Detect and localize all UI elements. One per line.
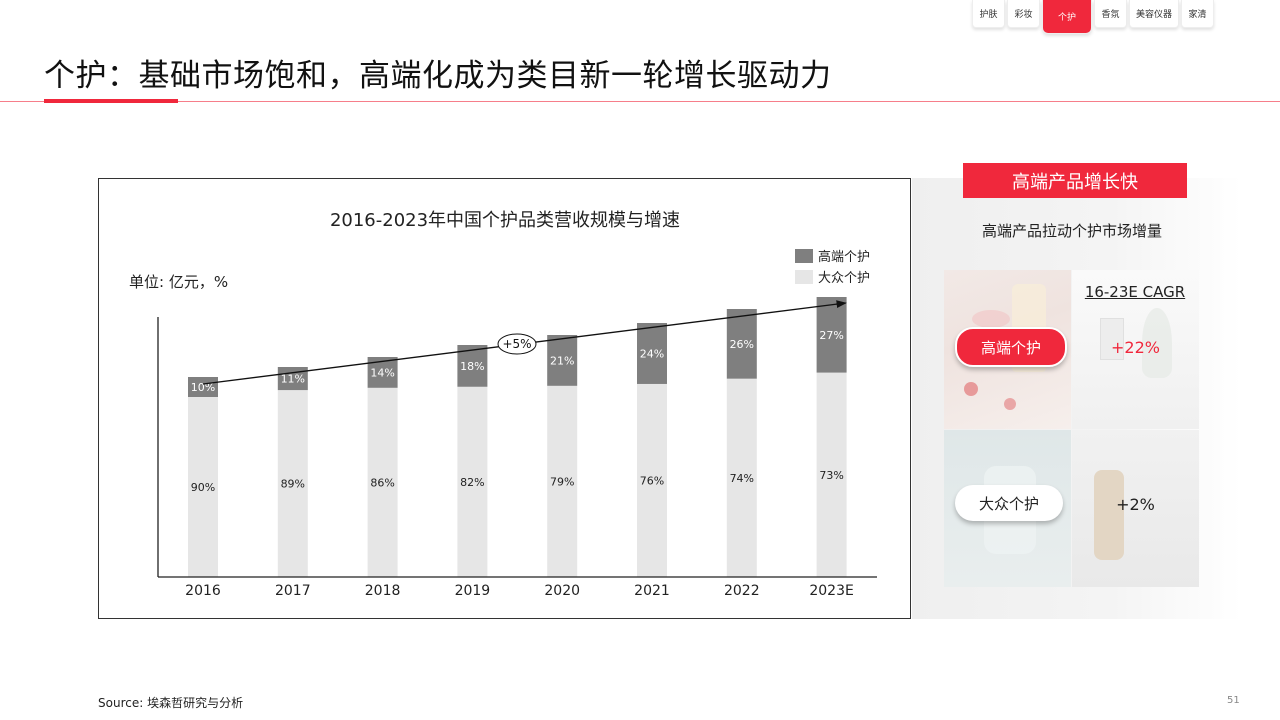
label-premium-2017: 11% — [281, 373, 305, 386]
panel-subtitle: 高端产品拉动个护市场增量 — [981, 222, 1162, 240]
x-tick-2021: 2021 — [634, 583, 670, 599]
source-note: Source: 埃森哲研究与分析 — [98, 696, 244, 710]
title-divider — [0, 101, 1280, 102]
tab-makeup[interactable]: 彩妆 — [1007, 0, 1040, 28]
label-mass-2020: 79% — [550, 475, 574, 488]
x-tick-2019: 2019 — [455, 583, 491, 599]
bar-mass-2020 — [547, 385, 578, 577]
bar-mass-2016 — [188, 397, 218, 577]
chart-container: 2016-2023年中国个护品类营收规模与增速 单位: 亿元，% 高端个护大众个… — [98, 178, 911, 619]
legend-label-1: 大众个护 — [818, 271, 870, 286]
tab-fragrance[interactable]: 香氛 — [1094, 0, 1127, 28]
label-mass-2021: 76% — [640, 474, 664, 487]
bar-premium-2023E — [816, 297, 847, 373]
bar-premium-2019 — [457, 345, 488, 387]
label-premium-2018: 14% — [370, 366, 394, 379]
x-tick-2018: 2018 — [365, 583, 401, 599]
legend-label-0: 高端个护 — [818, 249, 870, 265]
premium-growth-banner: 高端产品增长快 — [963, 163, 1187, 198]
mass-cagr-value: +2% — [1116, 495, 1155, 514]
bar-premium-2020 — [547, 335, 578, 386]
x-tick-2023E: 2023E — [809, 583, 853, 599]
page-number: 51 — [1227, 695, 1240, 706]
bar-mass-2017 — [277, 390, 308, 577]
axes-group: 2016 2017 2018 2019 2020 2021 2022 2023E — [157, 317, 877, 599]
bar-mass-2019 — [457, 386, 488, 577]
bar-mass-2022 — [726, 378, 757, 577]
tab-skincare[interactable]: 护肤 — [972, 0, 1005, 28]
premium-cagr-value: +22% — [1111, 338, 1160, 357]
x-tick-2022: 2022 — [724, 583, 760, 599]
label-premium-2019: 18% — [460, 360, 484, 373]
page-title: 个护：基础市场饱和，高端化成为类目新一轮增长驱动力 — [44, 58, 832, 94]
bar-premium-2016 — [188, 377, 218, 397]
x-tick-2016: 2016 — [185, 583, 221, 599]
label-mass-2018: 86% — [370, 476, 394, 489]
label-mass-2017: 89% — [281, 478, 305, 491]
label-mass-2016: 90% — [191, 481, 215, 494]
bars-group: 90% 10% 89% 11% 86% 14% 82% 18% 79% 21% 76% 24% 74% 2… — [188, 297, 847, 577]
label-premium-2020: 21% — [550, 354, 574, 367]
bar-mass-2023E — [816, 372, 847, 577]
bar-premium-2017 — [277, 367, 308, 391]
bar-premium-2021 — [637, 323, 667, 384]
bar-mass-2021 — [637, 383, 667, 577]
premium-bottle-photo — [1072, 270, 1199, 429]
bar-mass-2018 — [367, 387, 398, 577]
legend-swatch-1 — [795, 270, 813, 284]
mass-care-pill: 大众个护 — [955, 485, 1063, 521]
legend-swatch-0 — [795, 249, 813, 263]
premium-care-pill: 高端个护 — [955, 327, 1067, 367]
label-premium-2023E: 27% — [819, 329, 843, 342]
product-image-grid — [944, 270, 1199, 587]
trend-annotation-label: +5% — [502, 337, 531, 351]
label-premium-2021: 24% — [640, 347, 664, 360]
x-tick-2020: 2020 — [544, 583, 580, 599]
bar-premium-2022 — [726, 309, 757, 379]
chart-title: 2016-2023年中国个护品类营收规模与增速 — [330, 210, 680, 231]
label-mass-2022: 74% — [730, 472, 754, 485]
trend-annotation-bubble — [497, 333, 537, 355]
label-premium-2016: 10% — [191, 381, 215, 394]
tab-home-care[interactable]: 家清 — [1181, 0, 1215, 28]
tab-personal-care[interactable]: 个护 — [1042, 0, 1092, 34]
mass-bottle-photo — [1072, 430, 1199, 587]
category-tabs: 护肤 彩妆 个护 香氛 美容仪器 家清 — [972, 0, 1216, 34]
chart-unit-label: 单位: 亿元，% — [129, 273, 228, 291]
label-mass-2019: 82% — [460, 476, 484, 489]
label-premium-2022: 26% — [730, 338, 754, 351]
tab-beauty-devices[interactable]: 美容仪器 — [1129, 0, 1180, 28]
cagr-header: 16-23E CAGR — [1084, 283, 1186, 301]
stacked-bar-chart: 2016-2023年中国个护品类营收规模与增速 单位: 亿元，% 高端个护大众个… — [129, 210, 877, 599]
title-accent-bar — [44, 99, 178, 103]
x-tick-2017: 2017 — [275, 583, 311, 599]
trend-group: +5% — [202, 300, 847, 385]
label-mass-2023E: 73% — [819, 469, 843, 482]
